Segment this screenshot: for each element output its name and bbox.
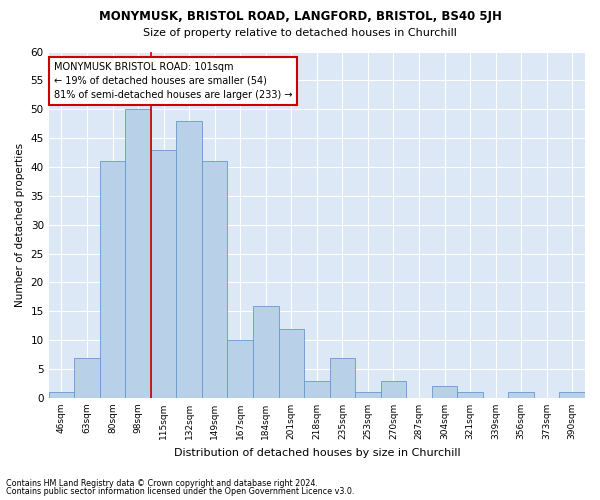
Bar <box>278 328 304 398</box>
Bar <box>432 386 457 398</box>
Bar <box>100 161 125 398</box>
Bar <box>380 380 406 398</box>
Bar <box>355 392 380 398</box>
Bar <box>508 392 534 398</box>
Text: Size of property relative to detached houses in Churchill: Size of property relative to detached ho… <box>143 28 457 38</box>
Bar <box>457 392 483 398</box>
Text: Contains HM Land Registry data © Crown copyright and database right 2024.: Contains HM Land Registry data © Crown c… <box>6 478 318 488</box>
Bar <box>74 358 100 398</box>
Bar <box>227 340 253 398</box>
Bar <box>125 109 151 398</box>
Y-axis label: Number of detached properties: Number of detached properties <box>15 142 25 307</box>
Bar <box>151 150 176 398</box>
Bar <box>176 121 202 398</box>
Bar <box>253 306 278 398</box>
Text: MONYMUSK, BRISTOL ROAD, LANGFORD, BRISTOL, BS40 5JH: MONYMUSK, BRISTOL ROAD, LANGFORD, BRISTO… <box>98 10 502 23</box>
Bar <box>329 358 355 398</box>
Bar <box>304 380 329 398</box>
Bar <box>202 161 227 398</box>
Text: MONYMUSK BRISTOL ROAD: 101sqm
← 19% of detached houses are smaller (54)
81% of s: MONYMUSK BRISTOL ROAD: 101sqm ← 19% of d… <box>54 62 293 100</box>
Text: Contains public sector information licensed under the Open Government Licence v3: Contains public sector information licen… <box>6 487 355 496</box>
X-axis label: Distribution of detached houses by size in Churchill: Distribution of detached houses by size … <box>173 448 460 458</box>
Bar <box>49 392 74 398</box>
Bar <box>559 392 585 398</box>
